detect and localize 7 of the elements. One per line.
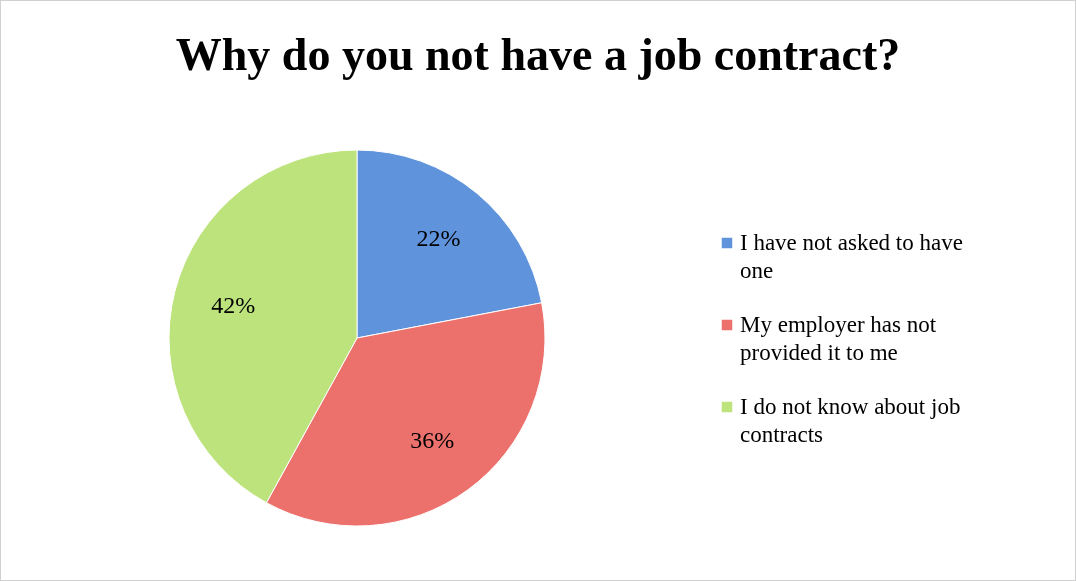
data-label: 42% (211, 292, 256, 319)
legend-label: I do not know about job contracts (740, 394, 961, 447)
data-label: 22% (416, 225, 461, 252)
legend-label: I have not asked to have one (740, 230, 963, 283)
data-label: 36% (410, 427, 455, 454)
legend-label: My employer has not provided it to me (740, 312, 937, 365)
chart-title: Why do you not have a job contract? (175, 29, 901, 80)
